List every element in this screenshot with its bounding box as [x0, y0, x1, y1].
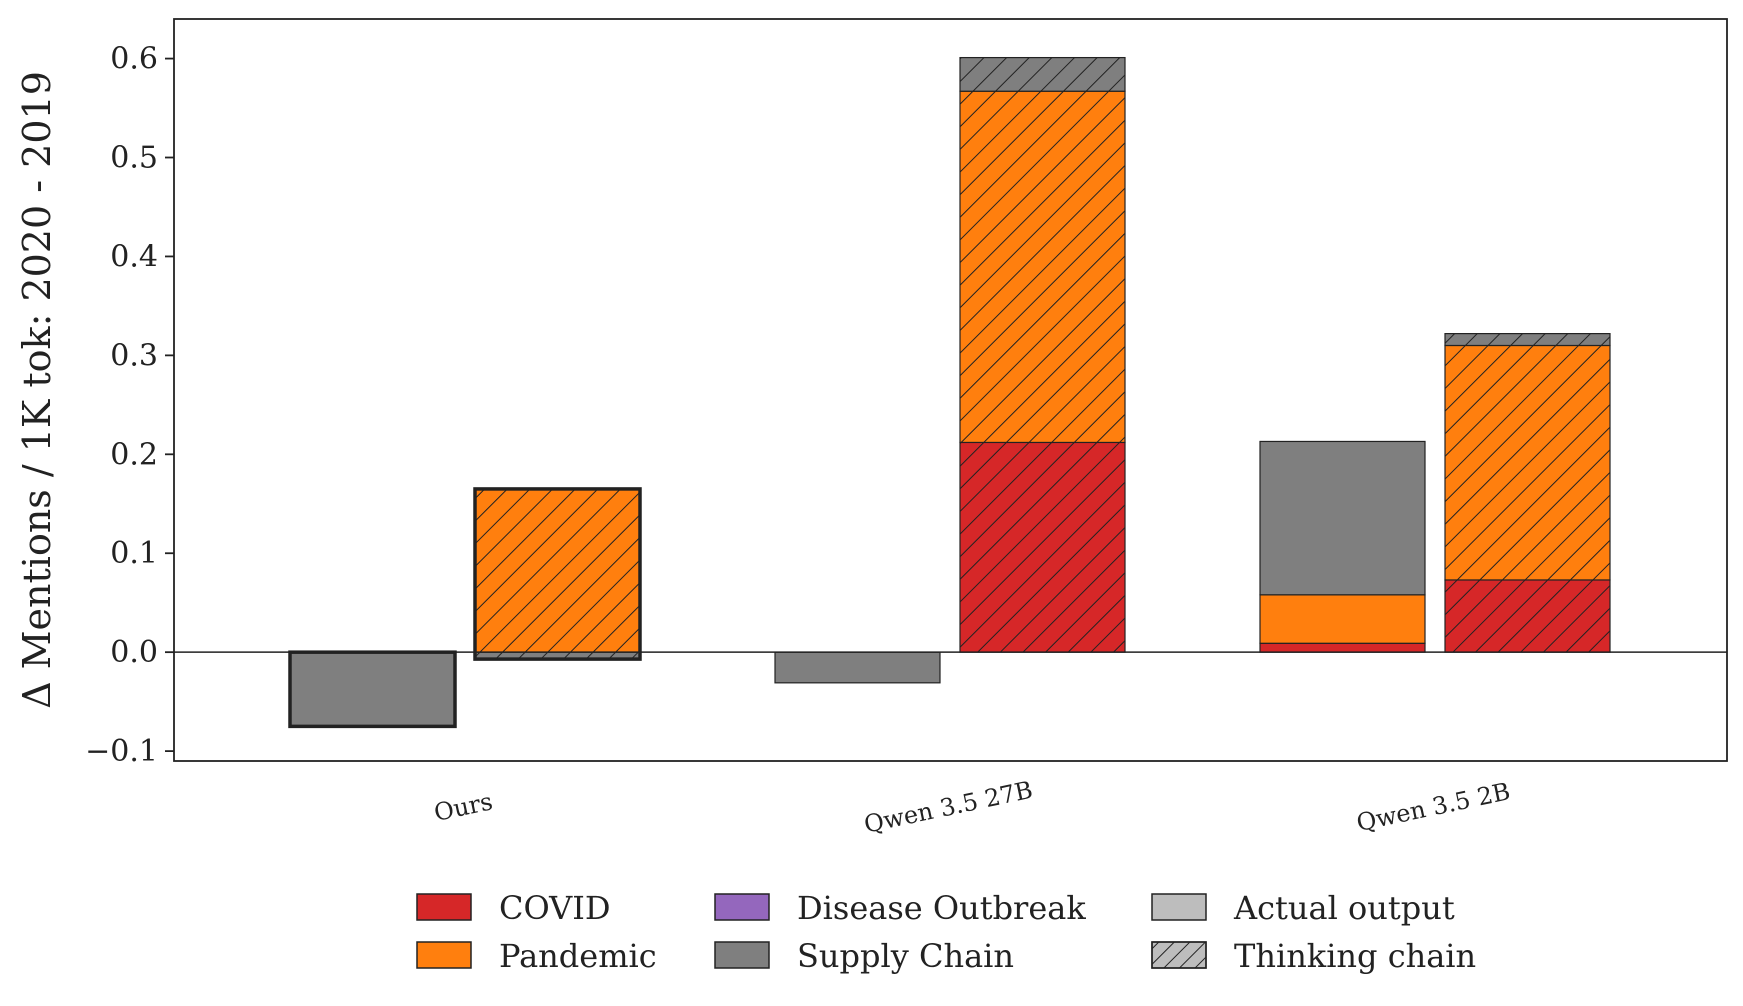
bars-group [288, 56, 1611, 729]
legend-swatch-hatch [1151, 941, 1207, 969]
bar-hatch-covid [960, 442, 1125, 653]
legend-label-covid: COVID [499, 889, 611, 927]
legend-label-actual-output: Actual output [1233, 889, 1455, 927]
legend-swatch-actual-output [1151, 893, 1207, 921]
y-tick-label: 0.1 [110, 536, 158, 571]
bar-hatch-pandemic [1445, 345, 1610, 580]
bar-supply-chain-actual-output [1259, 440, 1426, 596]
y-tick-label: 0.3 [110, 338, 158, 373]
bar-hatch-pandemic [475, 488, 640, 653]
highlight-outline [473, 487, 642, 661]
y-tick-label: −0.1 [85, 734, 158, 769]
x-tick-label: Qwen 3.5 2B [1354, 777, 1513, 837]
x-axis: Ours Qwen 3.5 27B Qwen 3.5 2B [432, 776, 1513, 839]
legend: COVID Pandemic Disease Outbreak Supply Chai… [416, 889, 1476, 975]
legend-label-thinking-chain: Thinking chain [1234, 937, 1476, 975]
bar-hatch-covid [1445, 579, 1610, 653]
x-tick-label: Qwen 3.5 27B [862, 776, 1036, 839]
y-tick-label: 0.2 [110, 437, 158, 472]
legend-swatch-supply-chain [714, 941, 770, 969]
y-tick-label: 0.6 [110, 42, 158, 77]
y-tick-label: 0.5 [110, 141, 158, 176]
legend-swatch-disease-outbreak [714, 893, 770, 921]
bar-hatch-supply-chain [960, 57, 1125, 92]
legend-label-supply-chain: Supply Chain [797, 937, 1014, 975]
y-axis: −0.1 0.0 0.1 0.2 0.3 0.4 0.5 0.6 [85, 42, 174, 769]
y-tick-label: 0.0 [110, 635, 158, 670]
y-axis-title: Δ Mentions / 1K tok: 2020 - 2019 [15, 71, 59, 709]
x-tick-label: Ours [432, 787, 495, 827]
bar-supply-chain-actual-output [774, 651, 941, 684]
y-tick-label: 0.4 [110, 239, 158, 274]
plot-frame [173, 18, 1728, 762]
legend-label-pandemic: Pandemic [499, 937, 657, 975]
bar-hatch-supply-chain [475, 652, 640, 660]
bar-hatch-pandemic [960, 91, 1125, 443]
bar-pandemic-actual-output [1259, 594, 1426, 644]
legend-swatch-pandemic [416, 941, 472, 969]
legend-label-disease-outbreak: Disease Outbreak [797, 889, 1086, 927]
bar-supply-chain-actual-output [289, 651, 456, 727]
bar-covid-actual-output [1259, 642, 1426, 653]
legend-swatch-covid [416, 893, 472, 921]
bar-hatch-supply-chain [1445, 333, 1610, 346]
